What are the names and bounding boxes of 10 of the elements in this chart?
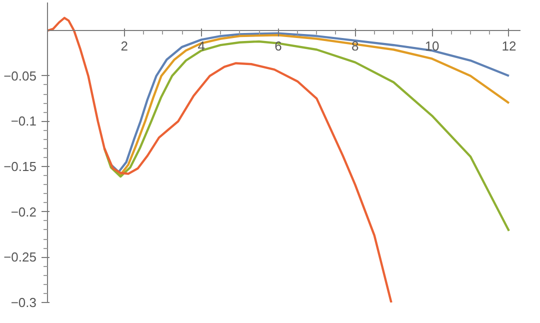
line-series — [48, 16, 392, 302]
y-tick-label: −0.3 — [10, 295, 37, 310]
x-tick-label: 2 — [120, 38, 128, 54]
x-tick-label: 10 — [424, 38, 440, 54]
y-tick-label: −0.1 — [10, 114, 37, 129]
x-tick-label: 12 — [502, 38, 516, 54]
y-tick-label: −0.25 — [4, 250, 37, 265]
y-tick-label: −0.2 — [10, 204, 37, 220]
y-tick-label: −0.05 — [4, 68, 37, 84]
y-tick-label: −0.15 — [4, 159, 37, 174]
